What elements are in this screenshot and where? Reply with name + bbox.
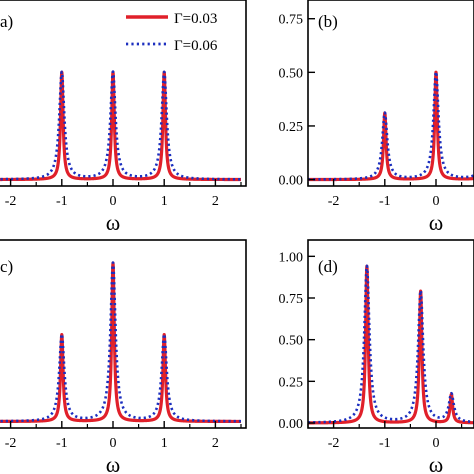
panel-c: -2 -1 0 1 2 ω c) bbox=[0, 239, 247, 474]
x-tick-label-a-3: 1 bbox=[161, 194, 168, 209]
y-tick-label-d-1: 0.25 bbox=[279, 375, 304, 390]
y-tick-label-b-1: 0.25 bbox=[279, 120, 304, 135]
series-dotted-c bbox=[0, 261, 243, 423]
legend-label-solid: Γ=0.03 bbox=[174, 11, 217, 27]
x-tick-label-c-4: 2 bbox=[212, 436, 219, 451]
panel-d: -2 -1 0 0.00 0.25 0.50 0.75 1.00 ω (d) bbox=[279, 239, 474, 474]
panel-a: -2 -1 0 1 2 ω a) bbox=[0, 0, 247, 235]
series-dotted-a bbox=[0, 70, 243, 181]
y-tick-label-b-3: 0.75 bbox=[279, 13, 304, 28]
series-solid-b bbox=[308, 70, 474, 182]
x-tick-label-a-1: -1 bbox=[56, 194, 68, 209]
y-tick-label-b-2: 0.50 bbox=[279, 66, 304, 81]
x-tick-label-c-3: 1 bbox=[161, 436, 168, 451]
panel-label-d: (d) bbox=[318, 257, 338, 276]
x-axis-label-d: ω bbox=[429, 452, 443, 474]
legend: Γ=0.03 Γ=0.06 bbox=[126, 11, 218, 54]
x-tick-label-c-0: -2 bbox=[5, 436, 17, 451]
y-tick-label-d-0: 0.00 bbox=[279, 417, 304, 432]
legend-label-dotted: Γ=0.06 bbox=[174, 38, 218, 54]
panel-label-a: a) bbox=[0, 12, 13, 31]
x-tick-label-a-4: 2 bbox=[212, 194, 219, 209]
x-axis-label-b: ω bbox=[429, 210, 443, 235]
x-tick-label-c-1: -1 bbox=[56, 436, 68, 451]
plot-frame-a bbox=[0, 0, 247, 187]
y-tick-label-d-2: 0.50 bbox=[279, 334, 304, 349]
plot-frame-b bbox=[307, 0, 474, 187]
x-tick-label-a-0: -2 bbox=[5, 194, 17, 209]
x-tick-label-d-0: -2 bbox=[328, 436, 340, 451]
y-tick-label-b-0: 0.00 bbox=[279, 174, 304, 189]
panel-b: -2 -1 0 0.00 0.25 0.50 0.75 ω (b) bbox=[279, 0, 474, 235]
series-dotted-d bbox=[308, 264, 474, 424]
x-tick-label-c-2: 0 bbox=[110, 436, 117, 451]
panel-label-b: (b) bbox=[318, 12, 338, 31]
x-axis-label-c: ω bbox=[106, 452, 120, 474]
x-tick-label-d-1: -1 bbox=[379, 436, 391, 451]
y-tick-label-d-3: 0.75 bbox=[279, 292, 304, 307]
x-tick-label-d-2: 0 bbox=[433, 436, 440, 451]
plot-frame-d bbox=[307, 239, 474, 429]
series-solid-d bbox=[308, 264, 474, 425]
series-dotted-b bbox=[308, 70, 474, 181]
x-tick-label-b-0: -2 bbox=[328, 194, 340, 209]
panel-label-c: c) bbox=[0, 257, 13, 276]
x-axis-label-a: ω bbox=[106, 210, 120, 235]
y-tick-label-d-4: 1.00 bbox=[279, 250, 304, 265]
x-tick-label-b-1: -1 bbox=[379, 194, 391, 209]
plot-frame-c bbox=[0, 239, 247, 429]
x-tick-label-b-2: 0 bbox=[433, 194, 440, 209]
x-tick-label-a-2: 0 bbox=[110, 194, 117, 209]
